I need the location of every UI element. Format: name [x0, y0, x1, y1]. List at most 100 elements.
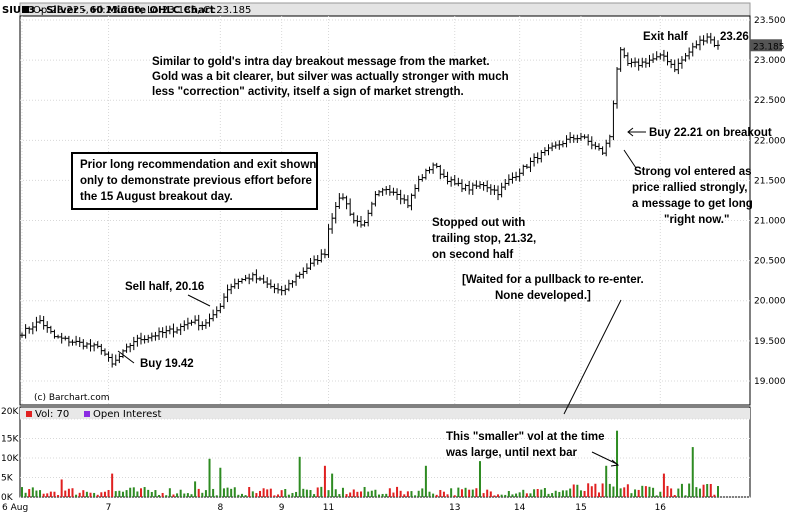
volume-bar — [432, 493, 435, 497]
volume-bar — [132, 487, 135, 497]
volume-bar — [107, 489, 110, 497]
annotation-prior-1: Prior long recommendation and exit shown — [80, 159, 316, 171]
volume-bar — [637, 489, 640, 497]
volume-bar — [42, 493, 45, 497]
chart-title: SIU13 - Silver - 60 Minute OHLC Chart — [2, 5, 215, 16]
volume-bar — [251, 491, 254, 497]
ohlc-swatch — [22, 6, 29, 13]
volume-bar — [334, 489, 337, 497]
volume-bar — [410, 491, 413, 497]
volume-bar — [396, 486, 399, 497]
prior-note-box — [71, 152, 318, 210]
volume-bar — [201, 492, 204, 497]
volume-legend-bar — [20, 408, 750, 419]
volume-bar — [309, 490, 312, 497]
ohlc-readout: Op:23.225, Hi:23.250, Lo:23.185, Cl:23.1… — [33, 5, 251, 16]
volume-bar — [529, 493, 532, 497]
price-panel — [19, 15, 751, 406]
volume-bar — [493, 495, 496, 497]
volume-bar — [572, 484, 575, 497]
volume-bar — [435, 494, 438, 497]
volume-bar — [352, 489, 355, 497]
volume-y-axis: 0K 5K 10K 15K 20K — [1, 407, 19, 503]
volume-bar — [536, 489, 539, 497]
volume-bar — [31, 487, 34, 497]
volume-bar — [154, 490, 157, 497]
volume-bar — [486, 489, 489, 497]
volume-bar — [709, 483, 712, 497]
annotation-sell-half: Sell half, 20.16 — [125, 281, 204, 293]
volume-bar — [284, 489, 287, 497]
volume-bar — [269, 488, 272, 497]
sell-half-pointer — [187, 294, 211, 307]
smaller-vol-arrowhead — [610, 459, 620, 467]
volume-bar — [605, 465, 608, 497]
volume-bar — [197, 488, 200, 497]
volume-bar — [370, 490, 373, 497]
x-tick-label: 16 — [655, 503, 667, 513]
volume-bar — [551, 493, 554, 497]
volume-bar — [381, 493, 384, 497]
volume-bar — [497, 494, 500, 497]
volume-bar — [453, 495, 456, 497]
volume-bar — [24, 492, 27, 497]
annotation-waited-1: [Waited for a pullback to re-enter. — [462, 274, 644, 286]
volume-bar — [504, 494, 507, 497]
volume-bar — [648, 486, 651, 497]
volume-bar — [670, 488, 673, 497]
annotation-prior-2: only to demonstrate previous effort befo… — [80, 175, 312, 187]
volume-bar — [403, 494, 406, 497]
price-tick-label: 22.500 — [754, 96, 786, 106]
volume-bar — [460, 489, 463, 497]
volume-bar — [244, 495, 247, 497]
volume-bar — [240, 493, 243, 497]
volume-bar — [641, 485, 644, 497]
volume-bar — [684, 495, 687, 497]
volume-bar — [608, 483, 611, 497]
watermark: (c) Barchart.com — [34, 393, 110, 403]
volume-bar — [561, 490, 564, 497]
annotation-intro-1: Similar to gold's intra day breakout mes… — [152, 56, 490, 68]
price-tick-label: 21.500 — [754, 176, 786, 186]
volume-bar — [323, 465, 326, 497]
volume-bar — [464, 487, 467, 497]
volume-bar — [338, 494, 341, 497]
volume-bar — [565, 490, 568, 497]
volume-bar — [634, 489, 637, 497]
annotation-strong-vol-3: a message to get long — [632, 198, 753, 210]
volume-bar — [295, 491, 298, 497]
volume-bar — [161, 492, 164, 497]
x-tick-label: 15 — [575, 503, 586, 513]
buy1-pointer — [117, 350, 135, 364]
volume-bar — [21, 487, 23, 497]
volume-bar — [71, 488, 74, 497]
volume-bar — [666, 485, 669, 497]
volume-bar — [259, 490, 262, 497]
volume-bar — [168, 488, 171, 497]
volume-bar — [554, 490, 557, 497]
price-tick-label: 19.000 — [754, 377, 786, 387]
vol-legend-swatch — [26, 411, 32, 417]
volume-bar — [237, 494, 240, 497]
volume-bar — [511, 494, 514, 497]
volume-bar — [85, 491, 88, 497]
volume-bar — [450, 488, 453, 497]
volume-bar — [287, 494, 290, 497]
volume-tick-label: 0K — [1, 493, 14, 503]
volume-bar — [414, 495, 417, 497]
volume-bar — [558, 491, 561, 497]
price-tick-label: 19.500 — [754, 337, 786, 347]
volume-bar — [680, 483, 683, 497]
volume-bar — [176, 493, 179, 497]
price-tick-label: 21.000 — [754, 217, 786, 227]
annotation-strong-vol-1: Strong vol entered as — [634, 166, 752, 178]
volume-bar — [428, 491, 431, 497]
volume-bar — [406, 491, 409, 497]
annotation-intro-3: less "correction" activity, itself a sig… — [152, 86, 464, 98]
volume-bar — [468, 489, 471, 497]
volume-bar — [190, 494, 193, 497]
annotation-stopped-1: Stopped out with — [432, 217, 525, 229]
volume-bar — [702, 484, 705, 497]
volume-bar — [280, 490, 283, 497]
